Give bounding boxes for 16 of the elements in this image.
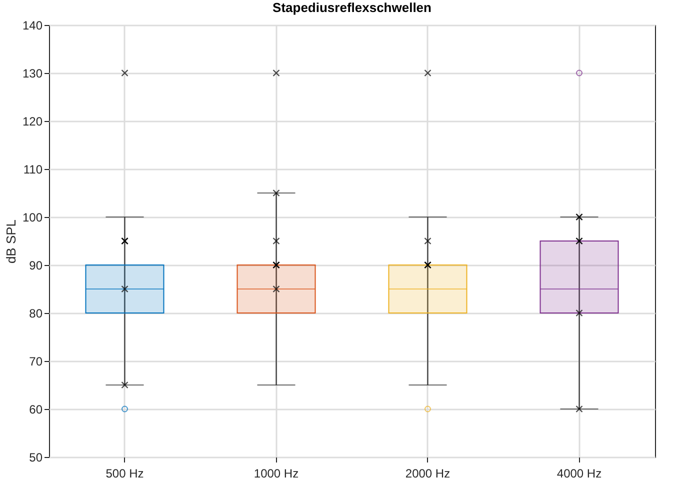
x-tick-label: 2000 Hz: [405, 466, 450, 480]
x-tick-label: 4000 Hz: [556, 466, 602, 480]
y-tick-label: 140: [22, 18, 43, 32]
y-tick-label: 70: [29, 354, 43, 368]
y-tick-label: 60: [29, 402, 43, 416]
y-tick-label: 90: [29, 258, 43, 272]
y-tick-label: 110: [23, 162, 43, 176]
y-tick-label: 80: [29, 306, 43, 320]
x-tick-label: 1000 Hz: [254, 466, 299, 480]
chart-title: Stapediusreflexschwellen: [272, 0, 432, 15]
y-axis-title: dB SPL: [3, 219, 18, 264]
y-tick-label: 130: [22, 66, 43, 80]
y-tick-label: 120: [22, 114, 43, 128]
x-tick-label: 500 Hz: [106, 466, 144, 480]
y-tick-label: 100: [22, 210, 43, 224]
y-tick-label: 50: [29, 450, 43, 464]
